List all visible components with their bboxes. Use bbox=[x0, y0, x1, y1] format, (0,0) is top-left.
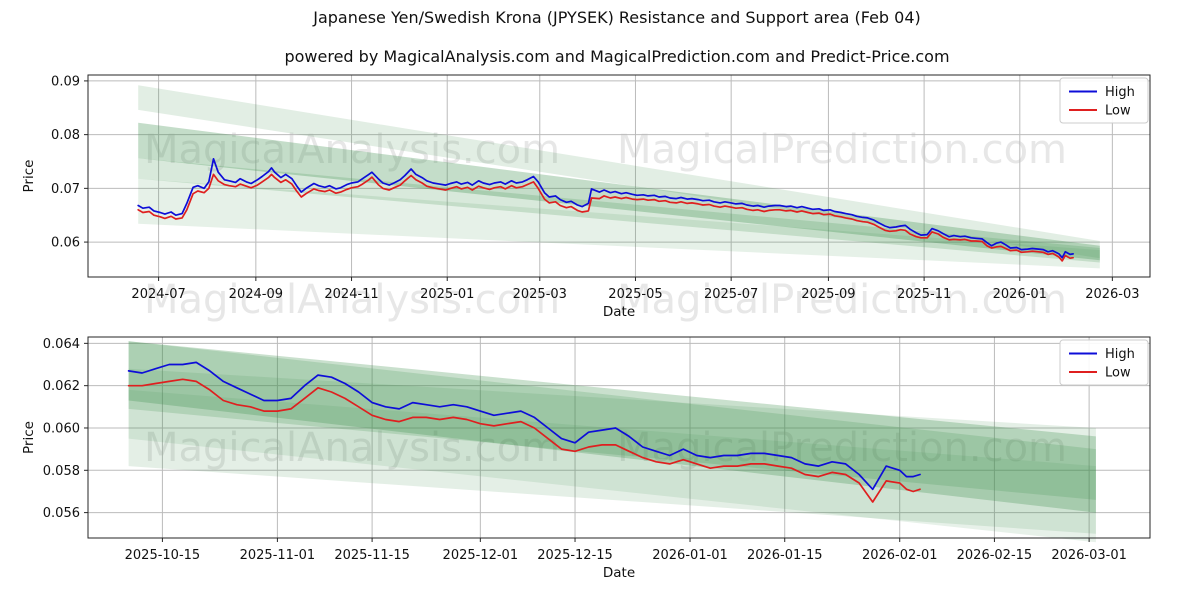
support-resistance-band bbox=[128, 341, 1096, 500]
watermark-text: MagicalPrediction.com bbox=[617, 127, 1067, 173]
figure-subtitle: powered by MagicalAnalysis.com and Magic… bbox=[284, 47, 950, 66]
x-tick-label: 2026-01-01 bbox=[652, 548, 728, 563]
x-tick-label: 2024-07 bbox=[131, 287, 185, 302]
legend-label-high: High bbox=[1105, 347, 1135, 362]
x-tick-label: 2025-12-15 bbox=[537, 548, 613, 563]
plot-border bbox=[87, 336, 1151, 539]
y-tick-label: 0.07 bbox=[51, 182, 80, 197]
x-tick-label: 2025-03 bbox=[513, 287, 567, 302]
legend: High Low bbox=[1059, 339, 1149, 386]
watermark-text: MagicalAnalysis.com bbox=[144, 425, 560, 471]
x-tick-label: 2026-02-01 bbox=[862, 548, 938, 563]
x-axis-label: Date bbox=[603, 565, 635, 581]
plot-border bbox=[87, 74, 1151, 278]
x-tick-label: 2025-07 bbox=[704, 287, 758, 302]
x-tick-label: 2025-09 bbox=[801, 287, 855, 302]
series-line-low bbox=[137, 173, 1074, 262]
x-tick-label: 2026-01 bbox=[993, 287, 1047, 302]
y-tick-label: 0.062 bbox=[43, 379, 80, 394]
watermark-text: MagicalPrediction.com bbox=[617, 277, 1067, 323]
legend-label-high: High bbox=[1105, 85, 1135, 100]
x-tick-label: 2025-11 bbox=[897, 287, 951, 302]
support-resistance-band bbox=[138, 85, 1100, 259]
x-tick-label: 2024-11 bbox=[324, 287, 378, 302]
x-tick-label: 2025-05 bbox=[608, 287, 662, 302]
legend: High Low bbox=[1059, 77, 1149, 124]
figure-title: Japanese Yen/Swedish Krona (JPYSEK) Resi… bbox=[313, 8, 921, 27]
series-line-high bbox=[137, 157, 1074, 259]
legend-box bbox=[1059, 77, 1149, 124]
x-tick-label: 2025-01 bbox=[420, 287, 474, 302]
y-axis-label: Price bbox=[21, 160, 37, 193]
y-axis-label: Price bbox=[21, 421, 37, 454]
y-tick-label: 0.08 bbox=[51, 128, 80, 143]
watermark-text: MagicalAnalysis.com bbox=[144, 277, 560, 323]
x-axis-label: Date bbox=[603, 304, 635, 320]
chart-bottom: 2025-10-15 2025-11-01 2025-11-15 2025-12-01… bbox=[21, 336, 1151, 581]
x-tick-label: 2025-12-01 bbox=[443, 548, 519, 563]
x-tick-label: 2024-09 bbox=[229, 287, 283, 302]
y-tick-label: 0.056 bbox=[43, 506, 80, 521]
series-line-low bbox=[127, 378, 921, 503]
support-resistance-band bbox=[138, 178, 1100, 269]
x-tick-label: 2026-03 bbox=[1085, 287, 1139, 302]
legend-label-low: Low bbox=[1105, 104, 1131, 119]
support-resistance-band bbox=[128, 389, 1096, 543]
legend-box bbox=[1059, 339, 1149, 386]
chart-top: 2024-07 2024-09 2024-11 2025-01 2025-03 2025-… bbox=[21, 74, 1151, 320]
x-tick-label: 2026-03-01 bbox=[1051, 548, 1127, 563]
y-tick-label: 0.058 bbox=[43, 464, 80, 479]
series-line-high bbox=[127, 361, 921, 491]
support-resistance-band bbox=[128, 368, 1096, 534]
x-tick-label: 2026-01-15 bbox=[747, 548, 823, 563]
x-tick-label: 2025-11-01 bbox=[240, 548, 316, 563]
x-tick-label: 2025-11-15 bbox=[334, 548, 410, 563]
y-tick-label: 0.064 bbox=[43, 337, 80, 352]
y-tick-label: 0.09 bbox=[51, 74, 80, 89]
legend-label-low: Low bbox=[1105, 366, 1131, 381]
x-tick-label: 2026-02-15 bbox=[957, 548, 1033, 563]
support-resistance-band bbox=[138, 122, 1100, 261]
y-tick-label: 0.060 bbox=[43, 421, 80, 436]
y-tick-label: 0.06 bbox=[51, 236, 80, 251]
x-tick-label: 2025-10-15 bbox=[125, 548, 201, 563]
